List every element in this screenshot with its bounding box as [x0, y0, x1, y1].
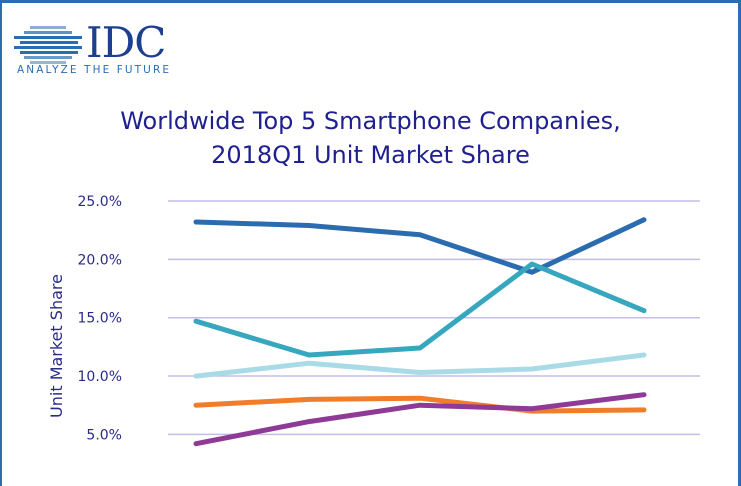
- chart-title-line-1: Worldwide Top 5 Smartphone Companies,: [120, 107, 621, 135]
- logo-wordmark: IDC: [86, 18, 166, 67]
- y-tick-label: 20.0%: [78, 252, 122, 268]
- y-axis-ticks: 25.0% 20.0% 15.0% 10.0% 5.0%: [78, 194, 122, 443]
- y-axis-label: Unit Market Share: [47, 274, 66, 418]
- chart-subtitle: 2018Q1 Unit Market Share: [211, 141, 530, 169]
- y-tick-label: 10.0%: [78, 369, 122, 385]
- globe-icon: [14, 26, 82, 64]
- series-line-2: [193, 261, 647, 358]
- logo-tagline: ANALYZE THE FUTURE: [17, 64, 172, 76]
- idc-logo: IDC ANALYZE THE FUTURE: [14, 18, 184, 80]
- gridlines: [168, 200, 700, 436]
- series-lines: [193, 217, 647, 447]
- series-line-3: [193, 352, 647, 379]
- chart-title: Worldwide Top 5 Smartphone Companies, 20…: [0, 104, 741, 172]
- series-line-1: [193, 217, 647, 275]
- y-tick-label: 5.0%: [86, 427, 122, 443]
- y-tick-label: 25.0%: [78, 194, 122, 210]
- y-tick-label: 15.0%: [78, 311, 122, 327]
